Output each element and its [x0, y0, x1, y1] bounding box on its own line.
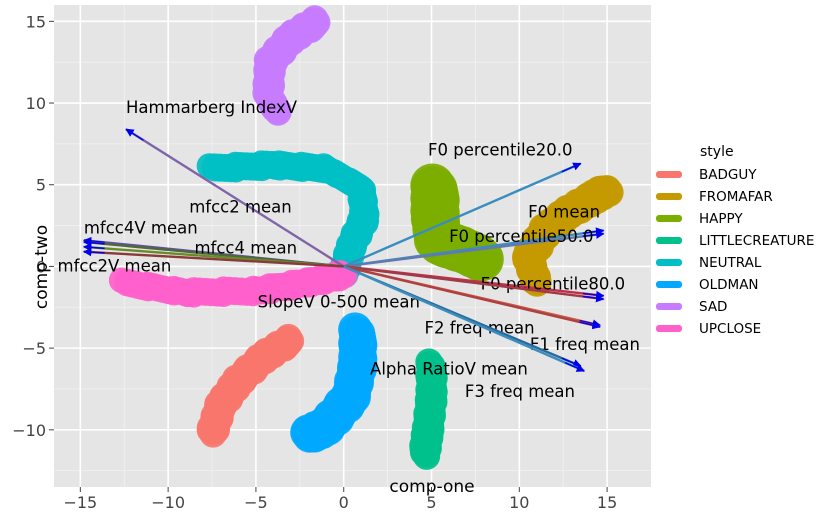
legend-label: OLDMAN: [699, 277, 759, 293]
loading-label: Hammarberg IndexV: [126, 98, 298, 117]
loading-vectors: Hammarberg IndexV F0 percentile20.0 F0 mea…: [58, 98, 640, 401]
loading-arrowhead: [564, 361, 586, 372]
legend-label: LITTLECREATURE: [699, 233, 814, 249]
legend-swatch: [656, 303, 682, 310]
series-oldman: [290, 312, 378, 453]
legend-label: SAD: [699, 299, 727, 315]
series-littlecreature: [409, 348, 448, 470]
loading-arrowhead: [582, 293, 605, 303]
y-tick-label: 10: [26, 94, 46, 113]
x-tick-label: 0: [339, 493, 349, 512]
legend: style BADGUY FROMAFAR HAPPY LITTLECREATURE N…: [656, 144, 814, 337]
loading-label: F0 percentile20.0: [428, 140, 573, 159]
y-tick-label: −5: [22, 339, 46, 358]
loading-label: Alpha RatioV mean: [370, 359, 528, 378]
loading-arrowhead: [83, 247, 105, 257]
data-point: [592, 175, 622, 205]
series-upclose: [108, 260, 358, 308]
y-tick-label: 0: [36, 257, 46, 276]
series-badguy: [196, 323, 305, 448]
loading-label: mfcc4V mean: [84, 219, 198, 238]
loading-label: SlopeV 0-500 mean: [258, 292, 420, 311]
loading-label: mfcc4 mean: [194, 238, 297, 257]
loading-vector: [125, 128, 345, 268]
legend-swatch: [656, 259, 682, 266]
loading-vector: [343, 232, 604, 268]
y-tick-label: −10: [12, 421, 46, 440]
y-axis-title: comp-two: [32, 225, 52, 309]
legend-label: UPCLOSE: [699, 321, 761, 337]
data-point: [264, 98, 292, 126]
loading-arrowhead: [83, 243, 105, 252]
legend-swatch: [656, 171, 682, 178]
x-tick-label: 15: [597, 493, 617, 512]
y-tick-label: 15: [26, 12, 46, 31]
data-point: [199, 420, 227, 448]
legend-label: FROMAFAR: [699, 189, 773, 205]
legend-swatch: [656, 325, 682, 332]
x-tick-label: −10: [151, 493, 185, 512]
axes: −15 −10 −5 0 5 10 15 −10 −5 0 5 10 15: [12, 12, 617, 512]
legend-title: style: [700, 144, 734, 160]
loading-arrowhead: [561, 162, 582, 173]
loading-label: F0 percentile80.0: [481, 274, 626, 293]
data-point: [412, 442, 441, 470]
x-tick-label: −5: [244, 493, 268, 512]
legend-label: BADGUY: [699, 167, 757, 183]
loading-label: mfcc2V mean: [58, 256, 172, 275]
loading-arrowhead: [83, 238, 105, 247]
loading-vector: [83, 250, 344, 268]
x-tick-label: 10: [509, 493, 529, 512]
loading-label: F0 percentile50.0: [449, 227, 593, 246]
y-tick-label: 5: [36, 176, 46, 195]
x-axis-title: comp-one: [389, 477, 474, 497]
legend-swatch: [656, 237, 682, 244]
x-tick-label: 5: [426, 493, 436, 512]
loading-label: F0 mean: [528, 202, 600, 221]
x-tick-label: −15: [63, 493, 97, 512]
legend-swatch: [656, 193, 682, 200]
legend-swatch: [656, 281, 682, 288]
loading-arrowhead: [579, 321, 601, 330]
loading-arrowhead: [125, 128, 144, 141]
loading-vector: [343, 265, 604, 301]
legend-swatch: [656, 215, 682, 222]
legend-label: HAPPY: [699, 211, 743, 227]
loading-label: F3 freq mean: [465, 382, 575, 401]
series-sad: [252, 5, 331, 126]
loading-label: mfcc2 mean: [189, 198, 292, 217]
loading-label: F1 freq mean: [530, 335, 640, 354]
data-point: [292, 418, 327, 453]
loading-vector: [343, 265, 585, 373]
loading-label: F2 freq mean: [424, 318, 534, 337]
loading-vector: [343, 162, 582, 268]
legend-label: NEUTRAL: [699, 255, 762, 271]
loading-vector: [343, 265, 601, 329]
series-happy: [410, 163, 504, 282]
loading-arrowhead: [582, 230, 605, 239]
